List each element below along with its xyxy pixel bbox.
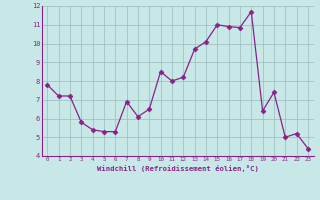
X-axis label: Windchill (Refroidissement éolien,°C): Windchill (Refroidissement éolien,°C) — [97, 165, 259, 172]
